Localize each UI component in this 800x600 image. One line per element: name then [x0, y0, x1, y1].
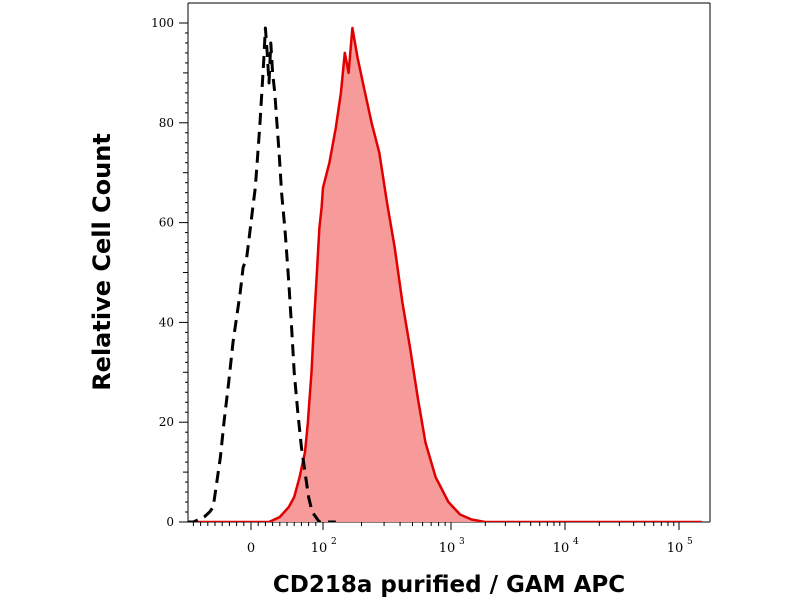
- series-line-0: [188, 26, 336, 522]
- y-tick-label: 40: [159, 315, 174, 329]
- x-tick-exponent: 2: [331, 537, 337, 547]
- x-tick-exponent: 5: [687, 537, 693, 547]
- x-tick-exponent: 3: [459, 537, 465, 547]
- x-tick-label: 10 5: [667, 537, 693, 556]
- y-tick-label: 60: [159, 216, 174, 230]
- y-tick-label: 0: [166, 515, 174, 529]
- y-tick-label: 100: [151, 16, 174, 30]
- y-axis-label: Relative Cell Count: [88, 133, 116, 391]
- x-tick-base: 10: [667, 541, 684, 556]
- x-tick-label: 0: [247, 541, 255, 556]
- x-tick-base: 0: [247, 541, 255, 556]
- x-tick-exponent: 4: [573, 537, 579, 547]
- series-outline-1: [188, 26, 702, 522]
- x-tick-base: 10: [311, 541, 328, 556]
- x-tick-label: 10 3: [439, 537, 465, 556]
- x-tick-label: 10 4: [553, 537, 579, 556]
- x-tick-base: 10: [439, 541, 456, 556]
- x-axis-label: CD218a purified / GAM APC: [273, 572, 625, 598]
- y-tick-label: 20: [159, 415, 174, 429]
- x-tick-label: 10 2: [311, 537, 337, 556]
- series-fill-1: [188, 28, 702, 522]
- y-tick-label: 80: [159, 116, 174, 130]
- x-tick-base: 10: [553, 541, 570, 556]
